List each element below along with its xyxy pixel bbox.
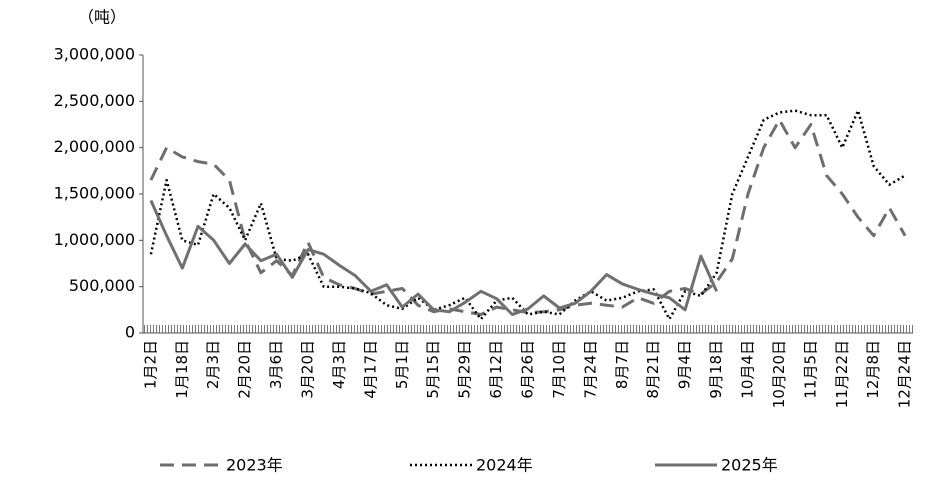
y-tick-label: 1,000,000 bbox=[54, 230, 135, 249]
x-tick-label: 6月12日 bbox=[487, 340, 505, 399]
x-tick-label: 6月26日 bbox=[519, 340, 537, 399]
x-tick-label: 12月8日 bbox=[864, 340, 882, 399]
series-line bbox=[149, 118, 907, 316]
y-tick-label: 1,500,000 bbox=[54, 184, 135, 203]
y-tick-label: 0 bbox=[125, 323, 135, 342]
y-tick-label: 2,000,000 bbox=[54, 137, 135, 156]
x-tick-label: 9月4日 bbox=[676, 340, 694, 389]
x-tick-label: 8月7日 bbox=[613, 340, 631, 389]
x-tick-label: 8月21日 bbox=[644, 340, 662, 399]
x-axis-ticks bbox=[143, 325, 913, 333]
x-tick-label: 9月18日 bbox=[707, 340, 725, 399]
x-tick-label: 5月15日 bbox=[424, 340, 442, 399]
legend-label: 2023年 bbox=[226, 456, 283, 475]
y-tick-label: 3,000,000 bbox=[54, 45, 135, 64]
y-tick-label: 2,500,000 bbox=[54, 91, 135, 110]
x-tick-label: 5月1日 bbox=[393, 340, 411, 389]
legend-label: 2024年 bbox=[476, 456, 533, 475]
x-tick-label: 10月4日 bbox=[739, 340, 757, 399]
x-tick-label: 12月24日 bbox=[896, 340, 914, 408]
y-axis-label: （吨） bbox=[78, 8, 126, 27]
x-tick-label: 2月20日 bbox=[236, 340, 254, 399]
x-tick-label: 7月10日 bbox=[550, 340, 568, 399]
x-tick-label: 7月24日 bbox=[581, 340, 599, 399]
x-tick-label: 1月2日 bbox=[141, 340, 159, 389]
x-tick-label: 5月29日 bbox=[456, 340, 474, 399]
x-tick-label: 4月3日 bbox=[330, 340, 348, 389]
series-line bbox=[149, 199, 718, 316]
legend-label: 2025年 bbox=[721, 456, 778, 475]
x-tick-label: 1月18日 bbox=[173, 340, 191, 399]
y-tick-label: 500,000 bbox=[69, 276, 135, 295]
x-tick-label: 3月6日 bbox=[267, 340, 285, 389]
x-tick-label: 10月20日 bbox=[770, 340, 788, 408]
x-tick-label: 3月20日 bbox=[299, 340, 317, 399]
x-tick-label: 11月5日 bbox=[801, 340, 819, 399]
x-tick-label: 11月22日 bbox=[833, 340, 851, 408]
x-tick-label: 2月3日 bbox=[204, 340, 222, 389]
x-tick-label: 4月17日 bbox=[361, 340, 379, 399]
